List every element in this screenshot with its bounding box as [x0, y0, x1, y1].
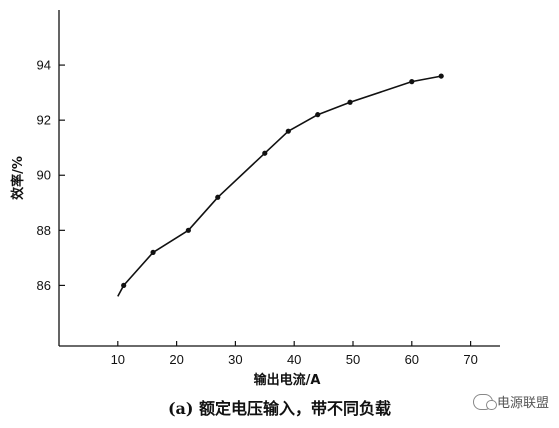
y-tick-label: 92	[37, 113, 51, 128]
x-tick-label: 50	[346, 352, 360, 367]
data-point	[121, 282, 127, 289]
data-point	[409, 79, 415, 85]
data-point	[185, 227, 191, 233]
x-tick-label: 70	[463, 352, 477, 367]
watermark-text: 电源联盟	[496, 396, 549, 411]
x-tick-label: 10	[111, 352, 125, 367]
data-point	[285, 128, 291, 134]
chart-caption: (a) 额定电压输入，带不同负载	[167, 399, 392, 418]
x-ticks: 10 20 30 40 50 60 70	[111, 341, 478, 367]
data-point	[215, 194, 221, 200]
x-tick-label: 60	[405, 352, 419, 367]
data-point	[262, 150, 268, 156]
x-tick-label: 20	[169, 352, 183, 367]
y-tick-label: 90	[37, 168, 51, 183]
y-tick-label: 94	[37, 58, 51, 73]
data-point	[150, 249, 156, 255]
x-tick-label: 40	[287, 352, 301, 367]
wechat-icon	[472, 393, 497, 410]
axes	[58, 10, 500, 347]
y-ticks: 86 88 90 92 94	[37, 58, 65, 293]
data-point	[438, 73, 444, 79]
data-point	[347, 99, 353, 105]
y-tick-label: 88	[37, 223, 51, 238]
x-tick-label: 30	[228, 352, 242, 367]
series-layer	[117, 73, 444, 297]
y-axis-label: 效率/%	[10, 156, 26, 200]
x-axis-label: 输出电流/A	[254, 372, 321, 388]
watermark: 电源联盟	[472, 392, 549, 411]
data-point	[315, 112, 321, 118]
y-tick-label: 86	[37, 278, 51, 293]
efficiency-line	[117, 75, 442, 297]
